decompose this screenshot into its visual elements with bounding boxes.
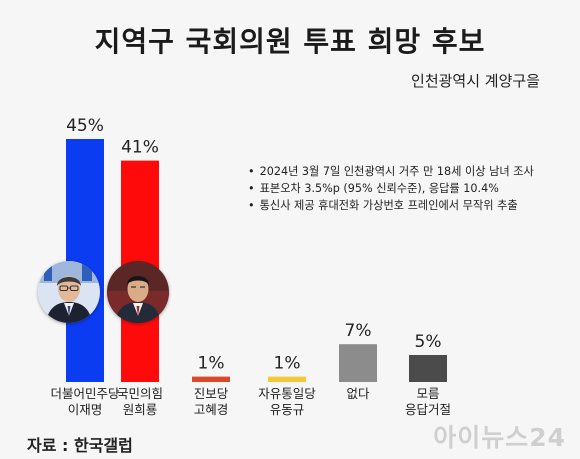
data-label: 1% [198,354,225,374]
survey-note: 통신사 제공 휴대전화 가상번호 프레인에서 무작위 추출 [248,197,534,214]
bar [192,376,230,382]
data-label: 5% [415,332,442,352]
candidate-photo-won-hee-ryong [107,261,169,323]
category-label: 원희룡 [123,402,158,417]
data-label: 41% [121,138,159,158]
data-label: 1% [274,354,301,374]
category-label: 없다 [346,386,370,401]
category-label: 더불어민주당 [50,386,120,401]
category-label: 자유통일당 [258,386,316,401]
category-label: 응답거절 [405,402,451,417]
data-label: 7% [345,321,372,341]
survey-notes: 2024년 3월 7일 인천광역시 거주 만 18세 이상 남녀 조사 표본오차… [248,163,534,214]
category-label: 국민의힘 [117,386,163,401]
publisher-logo: 아이뉴스24 [433,423,566,452]
survey-note: 2024년 3월 7일 인천광역시 거주 만 18세 이상 남녀 조사 [248,163,534,180]
bar [409,355,447,382]
category-label: 이재명 [68,402,103,417]
category-label: 고혜경 [194,402,229,417]
chart-subtitle: 인천광역시 계양구을 [411,72,540,90]
category-label: 유동규 [270,402,305,417]
bar [339,344,377,382]
candidate-photo-lee-jae-myung [38,261,100,323]
survey-note: 표본오차 3.5%p (95% 신뢰수준), 응답률 10.4% [248,180,534,197]
data-label: 45% [66,116,104,136]
category-label: 진보당 [194,386,229,401]
bar [268,376,306,382]
category-label: 모름 [416,386,439,401]
bar [66,139,104,382]
source-label: 자료 : 한국갤럽 [27,436,133,455]
chart-title: 지역구 국회의원 투표 희망 후보 [94,25,486,58]
